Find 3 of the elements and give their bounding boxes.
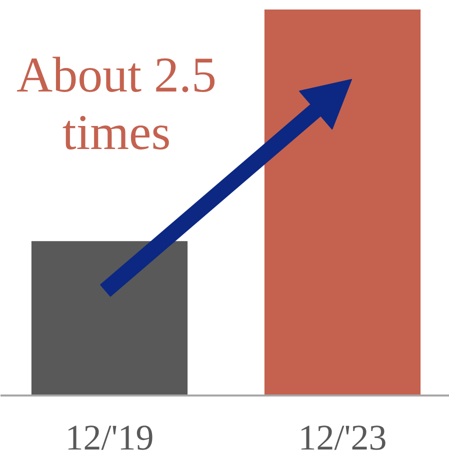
- x-tick-label: 12/'23: [298, 418, 387, 458]
- annotation: About 2.5 times: [16, 46, 216, 160]
- x-tick-label: 12/'19: [65, 418, 154, 458]
